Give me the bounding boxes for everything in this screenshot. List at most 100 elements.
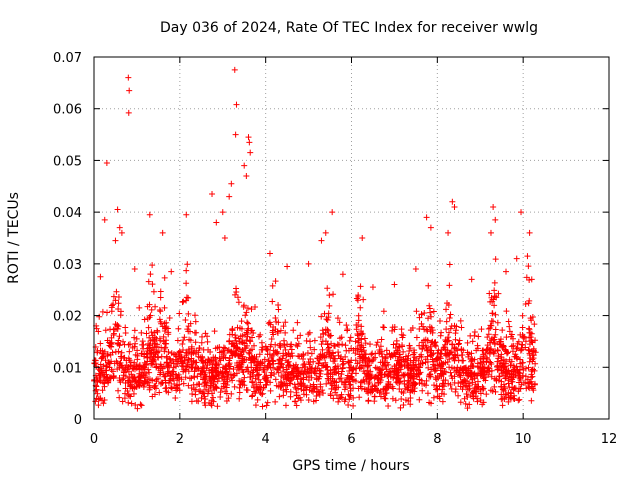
data-point <box>413 308 420 315</box>
data-point <box>494 363 501 370</box>
data-point <box>346 375 353 382</box>
data-point <box>499 327 506 334</box>
data-point <box>297 332 304 339</box>
data-point <box>378 336 385 343</box>
data-point <box>515 397 522 404</box>
data-point <box>355 312 362 319</box>
data-point <box>389 327 396 334</box>
data-point <box>437 355 444 362</box>
data-point <box>350 402 357 409</box>
data-point <box>251 388 258 395</box>
data-point <box>525 384 532 391</box>
data-point <box>165 329 172 336</box>
data-point <box>146 346 153 353</box>
data-point <box>229 377 236 384</box>
data-point <box>119 376 126 383</box>
data-point <box>243 309 250 316</box>
data-point <box>521 379 528 386</box>
data-point <box>146 211 153 218</box>
data-point <box>267 343 274 350</box>
data-point <box>507 362 514 369</box>
data-point <box>382 395 389 402</box>
data-point <box>373 341 380 348</box>
data-point <box>168 268 175 275</box>
data-point <box>354 322 361 329</box>
data-point <box>300 361 307 368</box>
data-point <box>244 387 251 394</box>
data-point <box>402 397 409 404</box>
data-point <box>156 389 163 396</box>
data-point <box>176 381 183 388</box>
data-point <box>110 330 117 337</box>
data-point <box>437 317 444 324</box>
x-tick-label: 10 <box>515 432 532 447</box>
data-point <box>331 357 338 364</box>
data-point <box>492 256 499 263</box>
data-point <box>451 357 458 364</box>
data-point <box>492 326 499 333</box>
data-point <box>328 380 335 387</box>
data-point <box>319 327 326 334</box>
data-point <box>447 349 454 356</box>
data-point <box>441 341 448 348</box>
data-point <box>209 191 216 198</box>
data-point <box>498 354 505 361</box>
data-point <box>232 131 239 138</box>
data-point <box>112 321 119 328</box>
data-point <box>526 341 533 348</box>
data-point <box>143 370 150 377</box>
data-point <box>436 395 443 402</box>
data-point <box>272 315 279 322</box>
data-point <box>156 306 163 313</box>
data-point <box>430 308 437 315</box>
data-point <box>239 339 246 346</box>
data-point <box>226 337 233 344</box>
data-point <box>108 339 115 346</box>
data-point <box>426 323 433 330</box>
data-point <box>152 344 159 351</box>
data-point <box>517 356 524 363</box>
data-point <box>199 333 206 340</box>
data-point <box>404 382 411 389</box>
data-point <box>173 373 180 380</box>
data-point <box>230 372 237 379</box>
data-point <box>416 314 423 321</box>
data-point <box>452 336 459 343</box>
data-point <box>498 396 505 403</box>
data-point <box>149 355 156 362</box>
data-point <box>488 373 495 380</box>
data-point <box>452 327 459 334</box>
data-point <box>257 331 264 338</box>
data-point <box>484 365 491 372</box>
data-point <box>265 358 272 365</box>
data-point <box>228 180 235 187</box>
data-point <box>210 384 217 391</box>
data-point <box>451 345 458 352</box>
data-point <box>361 351 368 358</box>
data-point <box>438 359 445 366</box>
data-point <box>202 402 209 409</box>
data-point <box>136 370 143 377</box>
data-point <box>313 370 320 377</box>
data-point <box>173 353 180 360</box>
data-point <box>263 402 270 409</box>
y-tick-label: 0.03 <box>53 258 82 273</box>
data-point <box>238 378 245 385</box>
data-point <box>422 359 429 366</box>
data-point <box>300 376 307 383</box>
data-point <box>157 288 164 295</box>
data-point <box>307 344 314 351</box>
data-point <box>143 350 150 357</box>
data-point <box>99 353 106 360</box>
data-point <box>192 391 199 398</box>
data-point <box>149 332 156 339</box>
data-point <box>506 356 513 363</box>
data-point <box>457 372 464 379</box>
data-point <box>345 401 352 408</box>
data-point <box>528 371 535 378</box>
data-point <box>451 322 458 329</box>
data-point <box>264 399 271 406</box>
data-point <box>491 375 498 382</box>
data-point <box>391 367 398 374</box>
data-point <box>498 378 505 385</box>
